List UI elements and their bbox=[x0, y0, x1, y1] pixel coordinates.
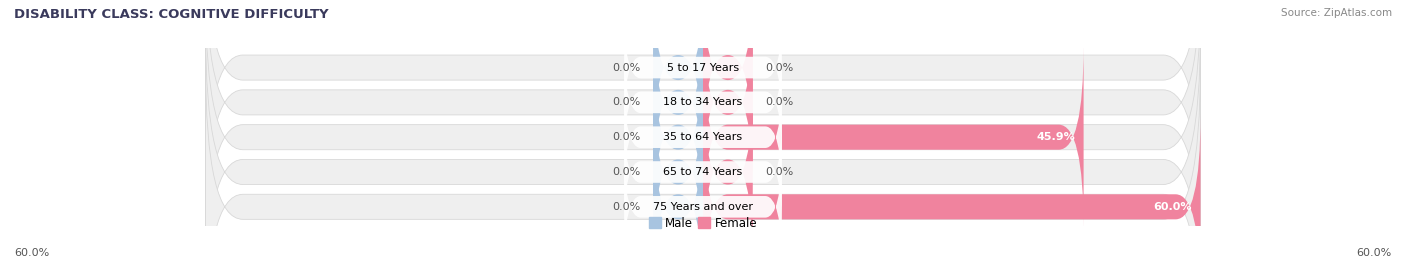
FancyBboxPatch shape bbox=[654, 10, 703, 194]
Text: 0.0%: 0.0% bbox=[613, 63, 641, 73]
FancyBboxPatch shape bbox=[624, 9, 782, 126]
Text: Source: ZipAtlas.com: Source: ZipAtlas.com bbox=[1281, 8, 1392, 18]
FancyBboxPatch shape bbox=[205, 0, 1201, 212]
FancyBboxPatch shape bbox=[703, 115, 1201, 269]
Text: 65 to 74 Years: 65 to 74 Years bbox=[664, 167, 742, 177]
FancyBboxPatch shape bbox=[703, 80, 752, 264]
Text: 35 to 64 Years: 35 to 64 Years bbox=[664, 132, 742, 142]
Text: 60.0%: 60.0% bbox=[1357, 248, 1392, 258]
FancyBboxPatch shape bbox=[624, 148, 782, 266]
Text: 0.0%: 0.0% bbox=[613, 97, 641, 107]
FancyBboxPatch shape bbox=[703, 10, 752, 194]
Legend: Male, Female: Male, Female bbox=[644, 212, 762, 234]
FancyBboxPatch shape bbox=[205, 28, 1201, 269]
Text: 0.0%: 0.0% bbox=[613, 132, 641, 142]
Text: 45.9%: 45.9% bbox=[1036, 132, 1076, 142]
Text: 0.0%: 0.0% bbox=[765, 167, 793, 177]
Text: 0.0%: 0.0% bbox=[765, 97, 793, 107]
FancyBboxPatch shape bbox=[654, 0, 703, 160]
Text: 60.0%: 60.0% bbox=[14, 248, 49, 258]
FancyBboxPatch shape bbox=[205, 0, 1201, 246]
FancyBboxPatch shape bbox=[624, 78, 782, 196]
FancyBboxPatch shape bbox=[654, 115, 703, 269]
Text: 18 to 34 Years: 18 to 34 Years bbox=[664, 97, 742, 107]
FancyBboxPatch shape bbox=[624, 44, 782, 161]
FancyBboxPatch shape bbox=[654, 80, 703, 264]
Text: 0.0%: 0.0% bbox=[613, 167, 641, 177]
Text: 0.0%: 0.0% bbox=[765, 63, 793, 73]
Text: 75 Years and over: 75 Years and over bbox=[652, 202, 754, 212]
Text: DISABILITY CLASS: COGNITIVE DIFFICULTY: DISABILITY CLASS: COGNITIVE DIFFICULTY bbox=[14, 8, 329, 21]
FancyBboxPatch shape bbox=[205, 0, 1201, 269]
FancyBboxPatch shape bbox=[703, 0, 752, 160]
FancyBboxPatch shape bbox=[703, 45, 1084, 229]
FancyBboxPatch shape bbox=[624, 113, 782, 231]
Text: 0.0%: 0.0% bbox=[613, 202, 641, 212]
Text: 60.0%: 60.0% bbox=[1154, 202, 1192, 212]
FancyBboxPatch shape bbox=[654, 45, 703, 229]
Text: 5 to 17 Years: 5 to 17 Years bbox=[666, 63, 740, 73]
FancyBboxPatch shape bbox=[205, 63, 1201, 269]
